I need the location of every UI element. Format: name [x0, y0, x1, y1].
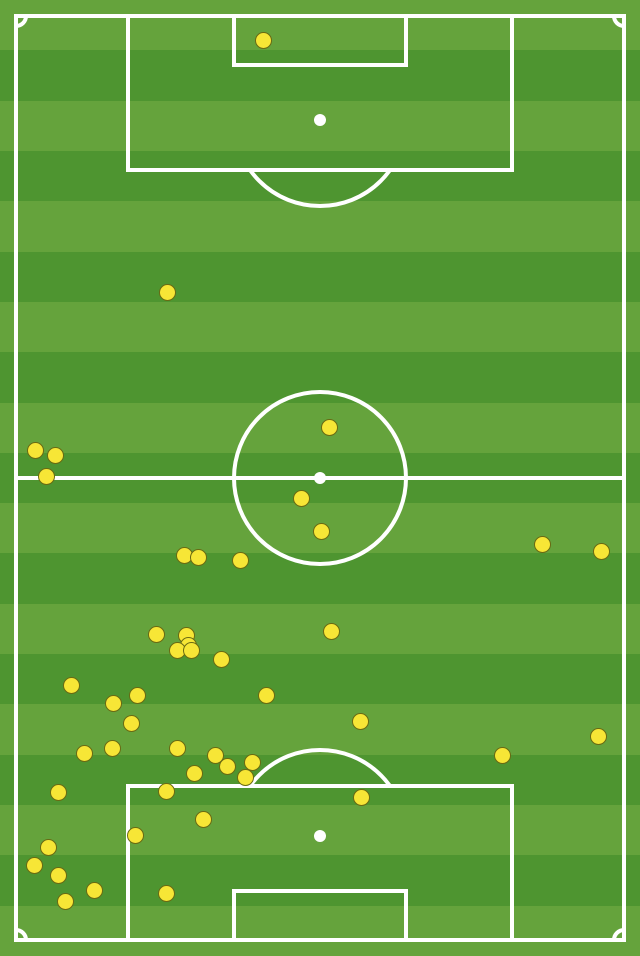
- touch-marker: [190, 549, 207, 566]
- touch-marker: [183, 642, 200, 659]
- touch-marker: [313, 523, 330, 540]
- penalty-box-side: [126, 14, 130, 172]
- corner-arc-clip: [16, 16, 28, 28]
- touch-marker: [40, 839, 57, 856]
- penalty-box-side: [126, 784, 130, 942]
- touch-marker: [237, 769, 254, 786]
- touch-marker: [219, 758, 236, 775]
- touch-marker: [352, 713, 369, 730]
- pitch-stripe: [0, 906, 640, 956]
- six-yard-side: [232, 889, 236, 942]
- penalty-spot: [314, 830, 326, 842]
- corner-arc: [16, 928, 28, 940]
- boundary-top: [14, 14, 626, 18]
- penalty-arc-clip: [0, 172, 640, 280]
- touch-marker: [47, 447, 64, 464]
- touch-marker: [38, 468, 55, 485]
- six-yard-side: [232, 14, 236, 67]
- corner-arc: [612, 16, 624, 28]
- corner-arc: [16, 16, 28, 28]
- touch-marker: [186, 765, 203, 782]
- pitch-stripe: [0, 302, 640, 352]
- corner-arc-clip: [612, 928, 624, 940]
- touch-marker: [232, 552, 249, 569]
- touch-marker: [494, 747, 511, 764]
- touch-marker: [148, 626, 165, 643]
- six-yard-side: [404, 889, 408, 942]
- six-yard-front: [232, 63, 408, 67]
- corner-arc-clip: [16, 928, 28, 940]
- football-pitch-touch-map: [0, 0, 640, 956]
- six-yard-side: [404, 14, 408, 67]
- touch-marker: [590, 728, 607, 745]
- pitch-stripe: [0, 0, 640, 50]
- penalty-arc: [232, 172, 408, 208]
- touch-marker: [353, 789, 370, 806]
- corner-arc: [612, 928, 624, 940]
- touch-marker: [50, 867, 67, 884]
- touch-marker: [104, 740, 121, 757]
- penalty-box-side: [510, 14, 514, 172]
- penalty-box-side: [510, 784, 514, 942]
- touch-marker: [76, 745, 93, 762]
- touch-marker: [195, 811, 212, 828]
- boundary-bottom: [14, 938, 626, 942]
- touch-marker: [123, 715, 140, 732]
- center-spot: [314, 472, 326, 484]
- touch-marker: [26, 857, 43, 874]
- touch-marker: [213, 651, 230, 668]
- corner-arc-clip: [612, 16, 624, 28]
- penalty-spot: [314, 114, 326, 126]
- touch-marker: [27, 442, 44, 459]
- touch-marker: [321, 419, 338, 436]
- pitch-stripe: [0, 50, 640, 100]
- touch-marker: [158, 783, 175, 800]
- penalty-arc-clip: [0, 676, 640, 784]
- touch-marker: [255, 32, 272, 49]
- penalty-box-front: [126, 784, 514, 788]
- pitch-stripe: [0, 604, 640, 654]
- touch-marker: [293, 490, 310, 507]
- six-yard-front: [232, 889, 408, 893]
- touch-marker: [63, 677, 80, 694]
